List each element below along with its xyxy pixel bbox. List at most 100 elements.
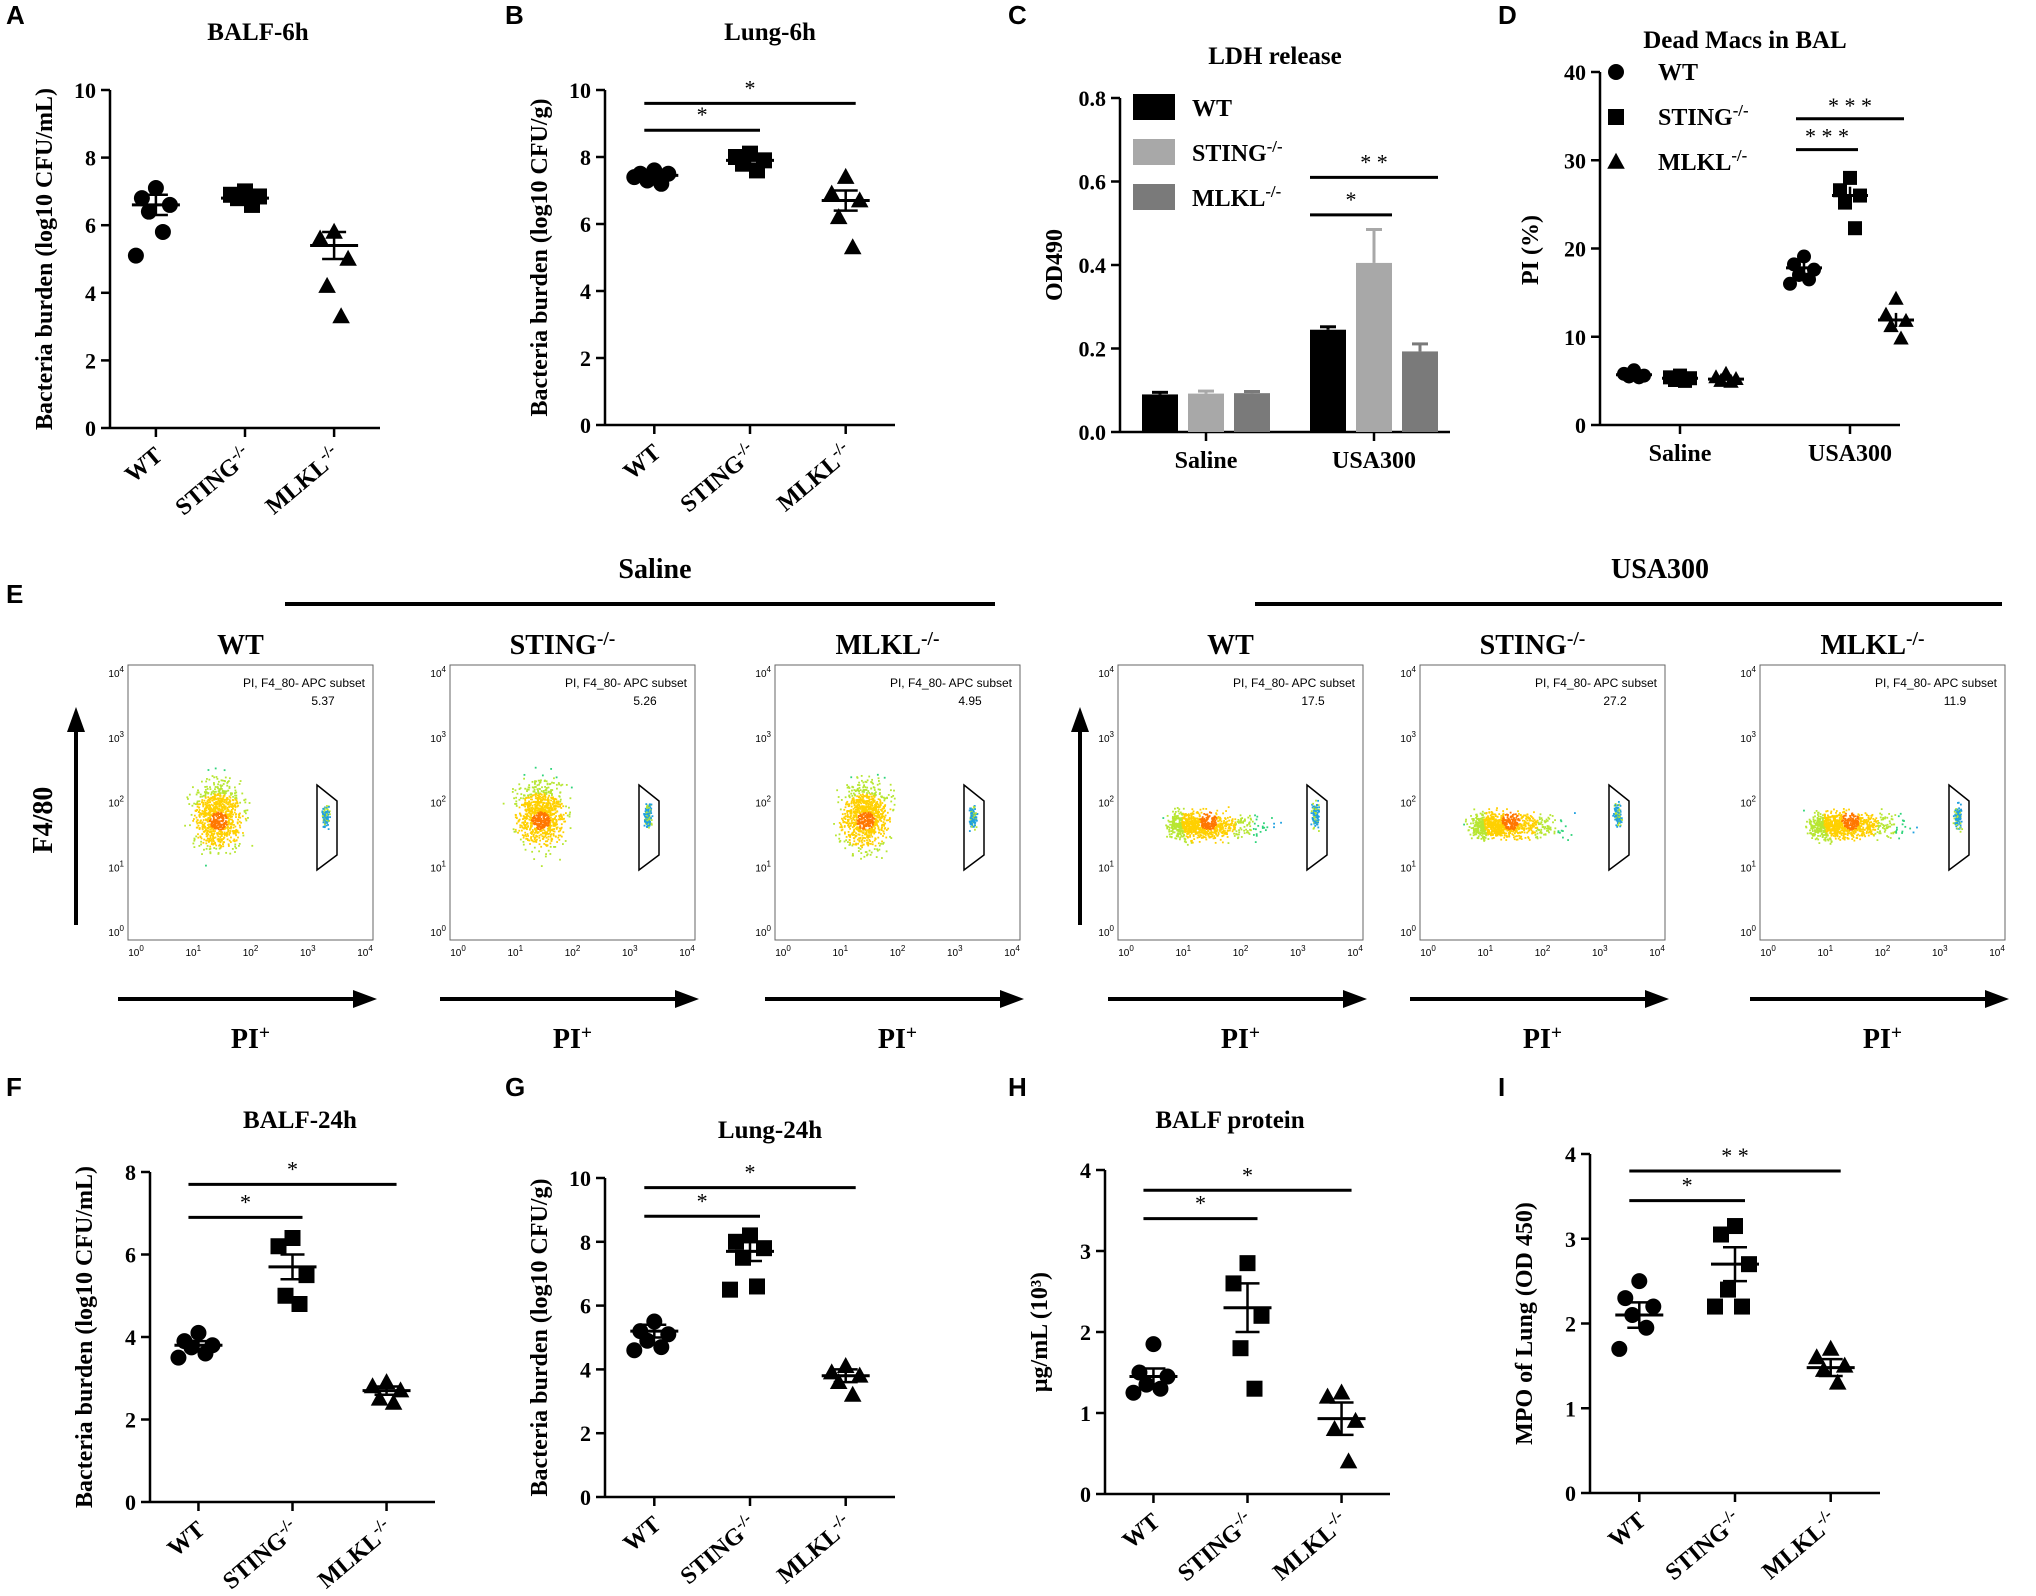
event-dot	[221, 839, 223, 842]
event-dot	[1216, 828, 1219, 831]
event-dot	[1192, 831, 1195, 833]
event-dot	[513, 797, 516, 800]
event-dot	[526, 813, 529, 815]
event-dot	[202, 819, 205, 821]
event-dot	[519, 787, 522, 790]
y-decade-label: 104	[755, 665, 771, 680]
significance-label: * *	[1721, 1143, 1749, 1168]
event-dot	[235, 847, 238, 850]
event-dot	[226, 833, 229, 836]
event-dot	[1182, 827, 1185, 830]
event-dot	[207, 804, 210, 807]
event-dot	[1545, 820, 1548, 823]
event-dot	[1241, 821, 1244, 824]
event-dot	[221, 798, 224, 800]
event-dot	[541, 808, 544, 810]
event-dot	[856, 804, 859, 807]
event-dot	[1178, 830, 1181, 832]
event-dot	[859, 815, 862, 818]
event-dot	[214, 823, 217, 826]
event-dot	[1496, 807, 1498, 810]
event-dot	[848, 844, 851, 846]
event-dot	[234, 789, 237, 792]
event-dot	[551, 813, 554, 816]
event-dot	[209, 811, 212, 814]
event-dot	[839, 839, 842, 842]
event-dot	[857, 847, 860, 849]
event-dot	[860, 774, 863, 777]
y-axis-label: Bacteria burden (log10 CFU/g)	[527, 99, 553, 417]
x-decade-label: 102	[890, 944, 906, 959]
event-dot	[528, 800, 531, 803]
event-dot	[532, 786, 535, 789]
gated-dot	[970, 810, 973, 813]
gated-dot	[324, 811, 327, 814]
event-dot	[1225, 831, 1228, 834]
event-dot	[1491, 837, 1494, 840]
gated-dot	[649, 806, 652, 809]
event-dot	[215, 847, 218, 850]
y-tick-label: 0.8	[1079, 86, 1107, 111]
event-dot	[518, 788, 521, 790]
event-dot	[1514, 826, 1517, 829]
gated-dot	[325, 824, 328, 827]
event-dot	[844, 818, 847, 820]
plot-frame	[1117, 664, 1364, 941]
event-dot	[1200, 820, 1203, 823]
event-dot	[537, 792, 540, 794]
event-dot	[1184, 813, 1186, 816]
event-dot	[200, 822, 203, 825]
gated-dot	[648, 814, 651, 817]
event-dot	[563, 820, 566, 823]
event-dot	[544, 840, 547, 843]
event-dot	[1215, 826, 1218, 829]
event-dot	[215, 776, 218, 778]
event-dot	[1190, 814, 1193, 817]
event-dot	[239, 826, 242, 829]
event-dot	[228, 800, 231, 803]
event-dot	[1500, 829, 1503, 832]
event-dot	[531, 812, 533, 815]
plot-frame	[127, 664, 374, 941]
event-dot	[227, 810, 230, 813]
event-dot	[195, 826, 198, 829]
event-dot	[887, 827, 890, 830]
event-dot	[1175, 835, 1178, 837]
event-dot	[545, 812, 547, 814]
event-dot	[1505, 832, 1508, 835]
event-dot	[198, 806, 201, 809]
event-dot	[861, 806, 864, 809]
event-dot	[531, 829, 534, 831]
event-dot	[873, 848, 876, 850]
event-dot	[851, 794, 854, 797]
event-dot	[1202, 835, 1205, 838]
bar	[1188, 393, 1224, 432]
x-category-label: WT	[163, 1517, 210, 1563]
gated-dot	[1313, 816, 1316, 819]
event-dot	[887, 819, 889, 822]
event-dot	[209, 807, 212, 810]
gate-label: PI, F4_80- APC subset	[565, 676, 688, 690]
gated-dot	[1313, 821, 1315, 824]
event-dot	[885, 819, 888, 822]
event-dot	[1202, 828, 1205, 831]
event-dot	[882, 841, 885, 844]
panel-letter-b: B	[505, 0, 524, 30]
event-dot	[867, 804, 870, 807]
event-dot	[549, 814, 552, 817]
event-dot	[861, 841, 864, 844]
event-dot	[213, 782, 215, 784]
gated-dot	[650, 808, 652, 811]
event-dot	[528, 809, 531, 812]
gated-dot	[973, 821, 975, 823]
gated-dot	[650, 803, 653, 806]
event-dot	[219, 808, 222, 811]
event-dot	[879, 792, 881, 794]
event-dot	[893, 797, 896, 800]
event-dot	[1183, 833, 1185, 836]
event-dot	[847, 824, 849, 827]
event-dot	[1183, 829, 1186, 831]
event-dot	[537, 828, 540, 830]
event-dot	[868, 792, 871, 794]
